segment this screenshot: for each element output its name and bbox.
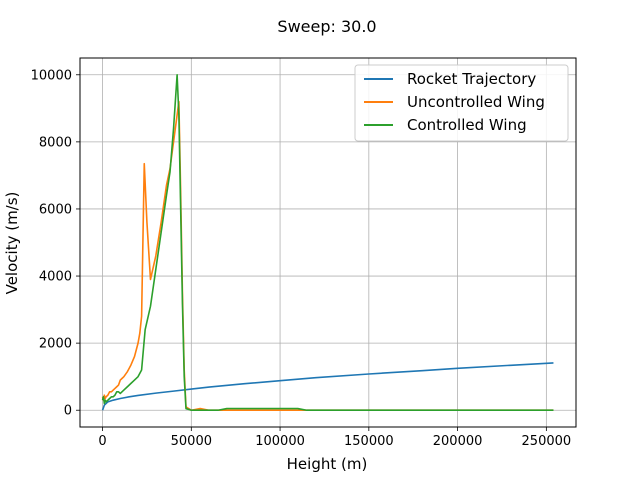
legend-label-controlled-wing: Controlled Wing bbox=[407, 116, 527, 134]
y-tick-label: 6000 bbox=[39, 202, 72, 217]
plot-frame bbox=[79, 57, 577, 428]
chart-title: Sweep: 30.0 bbox=[277, 17, 376, 36]
series-line-uncontrolled-wing bbox=[101, 100, 554, 412]
legend-label-rocket-trajectory: Rocket Trajectory bbox=[407, 70, 536, 88]
series-lines bbox=[101, 73, 554, 412]
x-tick-label: 250000 bbox=[522, 434, 572, 449]
x-ticks: 0 50000 100000 150000 200000 250000 bbox=[98, 427, 571, 449]
y-axis-label: Velocity (m/s) bbox=[3, 192, 21, 295]
x-tick-label: 0 bbox=[98, 434, 106, 449]
y-tick-label: 8000 bbox=[39, 135, 72, 150]
legend-label-uncontrolled-wing: Uncontrolled Wing bbox=[407, 93, 545, 111]
x-axis-label: Height (m) bbox=[287, 455, 368, 473]
x-tick-label: 100000 bbox=[255, 434, 305, 449]
legend: Rocket Trajectory Uncontrolled Wing Cont… bbox=[354, 64, 569, 142]
x-tick-label: 150000 bbox=[344, 434, 394, 449]
y-tick-label: 4000 bbox=[39, 270, 72, 285]
y-tick-label: 0 bbox=[64, 404, 72, 419]
y-ticks: 0 2000 4000 6000 8000 10000 bbox=[31, 68, 80, 419]
x-tick-label: 200000 bbox=[433, 434, 483, 449]
series-line-rocket-trajectory bbox=[101, 362, 554, 411]
legend-box bbox=[354, 64, 569, 142]
series-line-controlled-wing bbox=[101, 73, 554, 412]
y-tick-label: 10000 bbox=[31, 68, 72, 83]
x-tick-label: 50000 bbox=[171, 434, 212, 449]
y-tick-label: 2000 bbox=[39, 337, 72, 352]
